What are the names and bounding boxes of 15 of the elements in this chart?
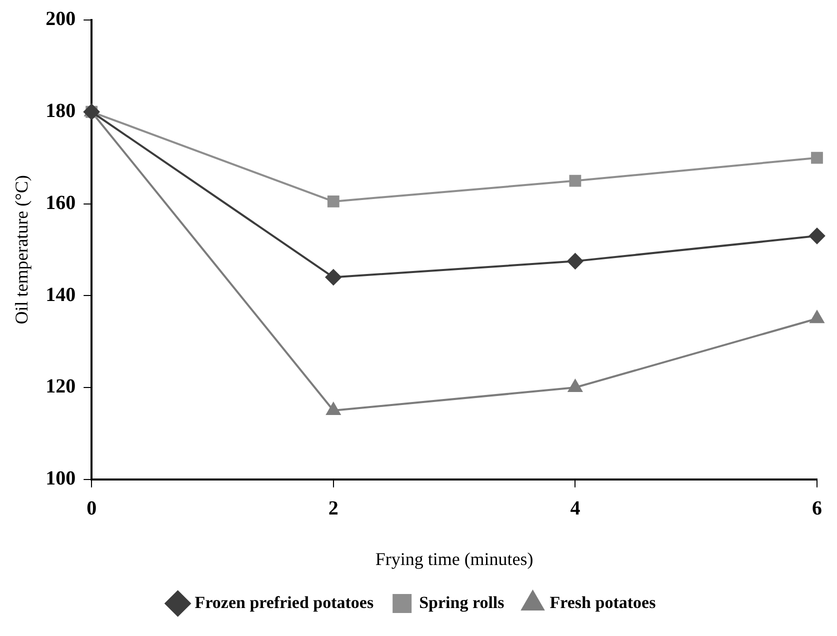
y-axis-title: Oil temperature (°C) <box>12 175 32 324</box>
y-tick-label: 140 <box>46 284 76 306</box>
x-axis-title: Frying time (minutes) <box>375 548 534 569</box>
x-tick-label: 0 <box>86 498 97 520</box>
y-tick-label: 200 <box>46 8 76 30</box>
x-tick-label: 4 <box>570 498 580 520</box>
x-tick-label: 2 <box>328 498 338 520</box>
legend-label: Fresh potatoes <box>550 592 656 612</box>
x-tick-label: 6 <box>812 498 822 520</box>
legend-label: Frozen prefried potatoes <box>194 592 374 612</box>
y-tick-label: 120 <box>46 376 76 398</box>
y-tick-label: 100 <box>46 468 76 490</box>
legend-label: Spring rolls <box>419 592 505 612</box>
y-tick-label: 160 <box>46 192 76 214</box>
y-tick-label: 180 <box>46 100 76 122</box>
